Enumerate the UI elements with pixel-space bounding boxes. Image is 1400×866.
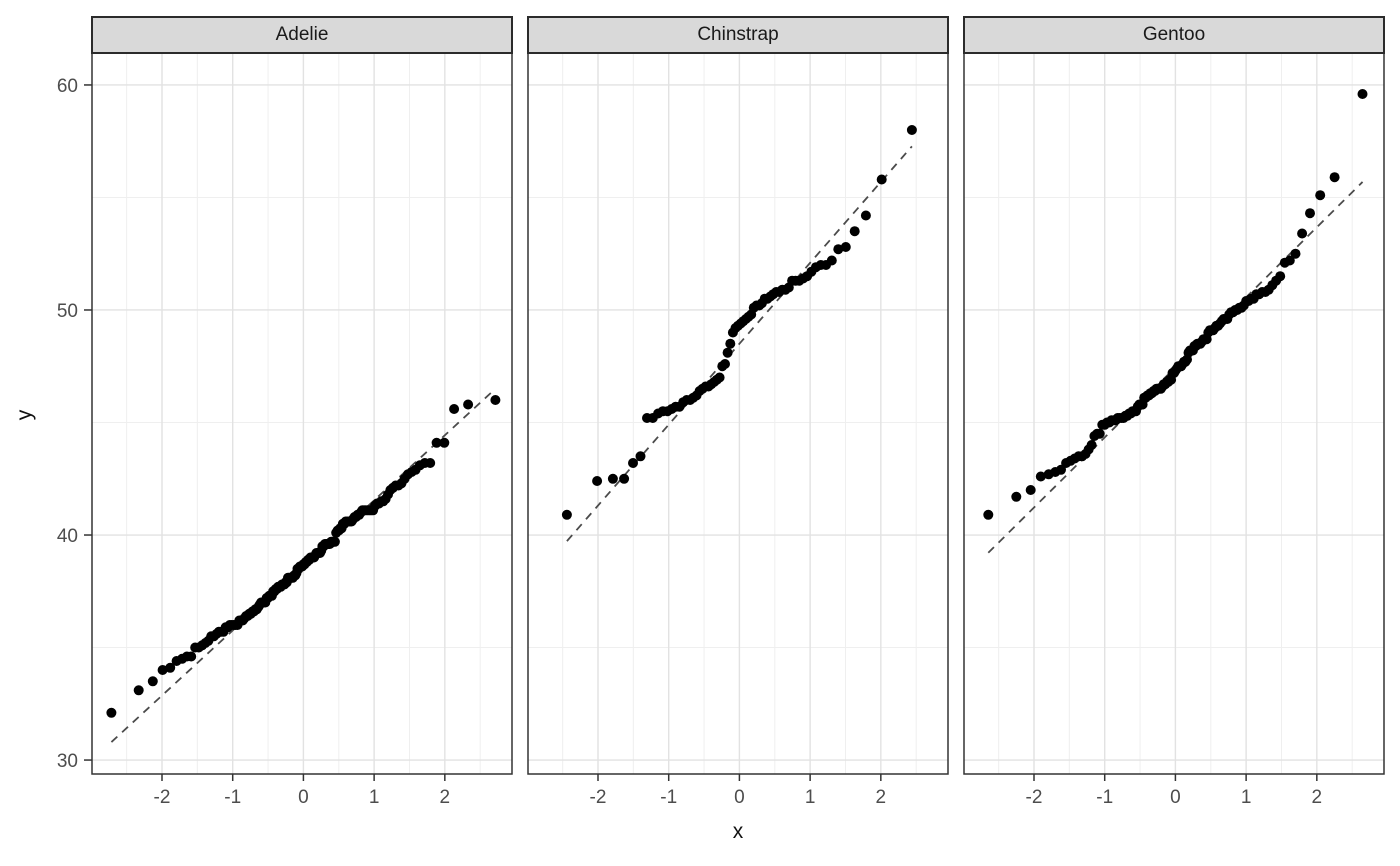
data-point [849,226,860,237]
x-tick-label: 2 [876,787,887,808]
data-point [106,707,117,718]
data-point [1025,485,1036,495]
data-point [1357,89,1368,99]
data-point [425,458,436,468]
data-point [1011,491,1022,502]
y-tick-label: 40 [57,526,78,547]
data-point [628,458,638,468]
x-tick-label: 0 [1170,787,1181,808]
data-point [840,242,851,252]
data-point [860,210,871,221]
y-tick-label: 30 [57,751,78,772]
data-point [561,509,572,520]
data-point [1086,440,1097,450]
data-point [826,255,837,266]
data-point [157,665,168,675]
facet-strip-gentoo: Gentoo [963,16,1385,54]
data-point [983,509,994,520]
x-tick-label: -2 [590,787,607,808]
data-point [1290,248,1301,259]
data-point [449,404,460,414]
data-point [165,662,176,673]
data-point [186,651,197,662]
x-tick-label: 2 [1312,787,1323,808]
x-tick-label: -1 [1096,787,1113,808]
data-point [133,685,144,696]
data-point [1094,428,1105,439]
data-point [431,437,442,448]
data-point [1275,271,1286,282]
data-point [329,536,340,547]
facet-panel-gentoo: -2 -1 0 1 2 [963,52,1385,808]
data-point [1329,172,1340,183]
data-point [906,125,917,135]
data-point [1305,208,1315,219]
x-tick-label: 1 [369,787,380,808]
data-point [439,437,450,448]
data-point [1297,228,1308,239]
facet-panel-chinstrap: -2 -1 0 1 2 [527,52,949,808]
data-point [607,473,618,484]
y-axis-title: y [13,409,36,421]
x-tick-label: 2 [440,787,451,808]
data-point [1284,255,1295,266]
data-point [147,676,158,687]
x-tick-label: -1 [224,787,241,808]
y-tick-label: 50 [57,301,78,322]
data-point [1056,464,1066,475]
data-point [619,473,630,484]
x-tick-label: 0 [734,787,745,808]
x-tick-label: -2 [1026,787,1043,808]
data-point [635,451,646,462]
data-point [1035,471,1046,482]
data-point [720,359,730,369]
data-point [1315,190,1326,201]
x-tick-label: 1 [1241,787,1252,808]
data-point [714,372,725,383]
facet-strip-chinstrap: Chinstrap [527,16,949,54]
data-point [722,347,733,358]
facet-strip-adelie: Adelie [91,16,513,54]
x-tick-label: -2 [154,787,171,808]
facet-panel-adelie: -2 -1 0 1 2 [91,52,513,808]
x-axis-title: x [732,820,744,843]
data-point [725,338,736,349]
y-tick-label: 60 [57,76,78,97]
y-axis: 30 40 50 60 [57,76,92,772]
data-point [463,399,474,410]
x-tick-label: 1 [805,787,816,808]
data-point [876,174,887,185]
x-tick-label: 0 [298,787,309,808]
x-tick-label: -1 [660,787,677,808]
data-point [833,244,844,255]
data-point [490,395,501,405]
data-point [592,476,603,486]
